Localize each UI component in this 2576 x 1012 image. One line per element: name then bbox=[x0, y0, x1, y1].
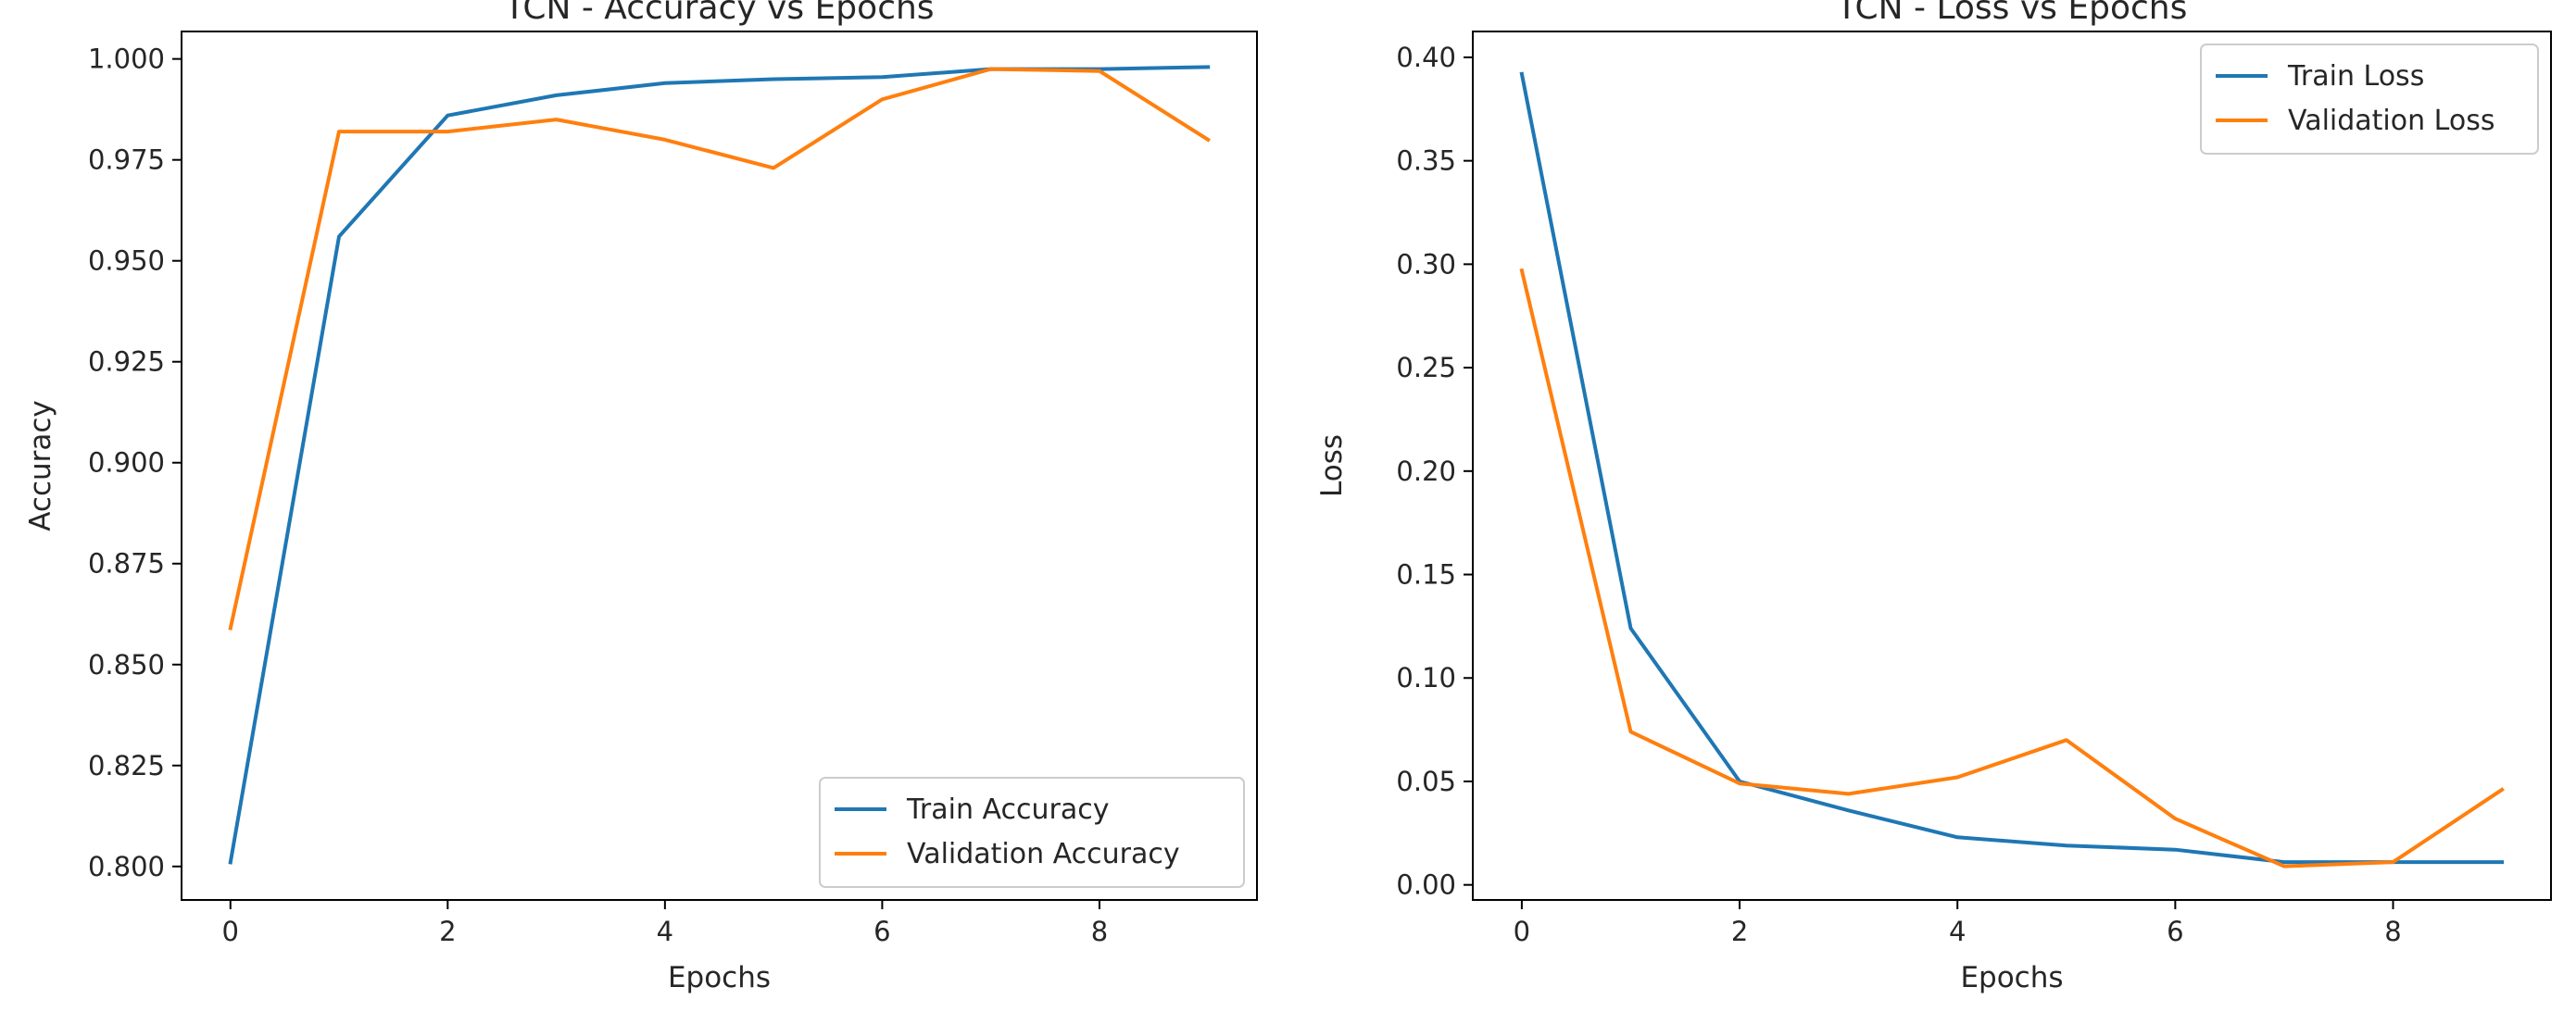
y-tick-label: 0.35 bbox=[1396, 145, 1456, 177]
accuracy-chart: 0 2 4 6 8 0.800 0.825 0.850 0.875 0.900 0.925 0.950… bbox=[24, 0, 1258, 994]
y-tick-label: 0.20 bbox=[1396, 456, 1456, 487]
series-line-validation-loss bbox=[1519, 268, 2505, 868]
x-axis-label: Epochs bbox=[668, 961, 771, 994]
y-tick-label: 0.825 bbox=[88, 750, 165, 781]
legend-entry-label: Train Loss bbox=[2287, 60, 2424, 93]
y-tick-label: 0.925 bbox=[88, 346, 165, 378]
x-tick-label: 2 bbox=[439, 916, 456, 947]
legend-box bbox=[2200, 44, 2539, 155]
chart-title: TCN - Loss vs Epochs bbox=[1836, 0, 2188, 27]
x-tick-label: 0 bbox=[1514, 916, 1530, 947]
plot-frame bbox=[181, 31, 1258, 901]
y-tick-label: 0.40 bbox=[1396, 42, 1456, 73]
x-tick-label: 8 bbox=[1091, 916, 1108, 947]
y-tick-label: 0.30 bbox=[1396, 248, 1456, 280]
x-tick-label: 6 bbox=[2167, 916, 2183, 947]
x-tick-label: 4 bbox=[1949, 916, 1966, 947]
y-tick-label: 0.05 bbox=[1396, 766, 1456, 797]
legend-entry-label: Validation Accuracy bbox=[907, 838, 1180, 870]
y-tick-label: 0.975 bbox=[88, 144, 165, 176]
legend: Train Accuracy Validation Accuracy bbox=[819, 777, 1245, 888]
y-tick-label: 0.25 bbox=[1396, 352, 1456, 383]
series-line-train-loss bbox=[1519, 71, 2505, 865]
x-tick-label: 8 bbox=[2384, 916, 2401, 947]
y-tick-label: 0.875 bbox=[88, 548, 165, 580]
legend-entry-label: Validation Loss bbox=[2288, 105, 2494, 137]
plot-frame bbox=[1472, 31, 2552, 901]
y-axis-label: Accuracy bbox=[24, 400, 57, 531]
y-tick-label: 0.15 bbox=[1396, 559, 1456, 591]
y-tick-label: 0.800 bbox=[88, 851, 165, 882]
y-tick-label: 1.000 bbox=[88, 44, 165, 75]
legend-entry-label: Train Accuracy bbox=[906, 793, 1109, 826]
series-line-validation-accuracy bbox=[228, 67, 1211, 631]
chart-title: TCN - Accuracy vs Epochs bbox=[503, 0, 934, 27]
loss-chart: 0 2 4 6 8 0.00 0.05 0.10 0.15 0.20 0.25 0.30 0.35 0.4… bbox=[1315, 0, 2552, 994]
y-tick-label: 0.10 bbox=[1396, 662, 1456, 693]
y-tick-label: 0.00 bbox=[1396, 869, 1456, 901]
legend-box bbox=[819, 777, 1245, 888]
y-tick-label: 0.900 bbox=[88, 447, 165, 479]
legend: Train Loss Validation Loss bbox=[2200, 44, 2539, 155]
y-axis-label: Loss bbox=[1315, 434, 1349, 497]
series-line-train-accuracy bbox=[228, 65, 1211, 865]
y-tick-label: 0.850 bbox=[88, 649, 165, 681]
x-tick-label: 4 bbox=[657, 916, 673, 947]
x-tick-label: 2 bbox=[1731, 916, 1748, 947]
y-tick-label: 0.950 bbox=[88, 245, 165, 277]
x-axis-label: Epochs bbox=[1960, 961, 2063, 994]
x-tick-label: 6 bbox=[873, 916, 890, 947]
x-tick-label: 0 bbox=[222, 916, 239, 947]
